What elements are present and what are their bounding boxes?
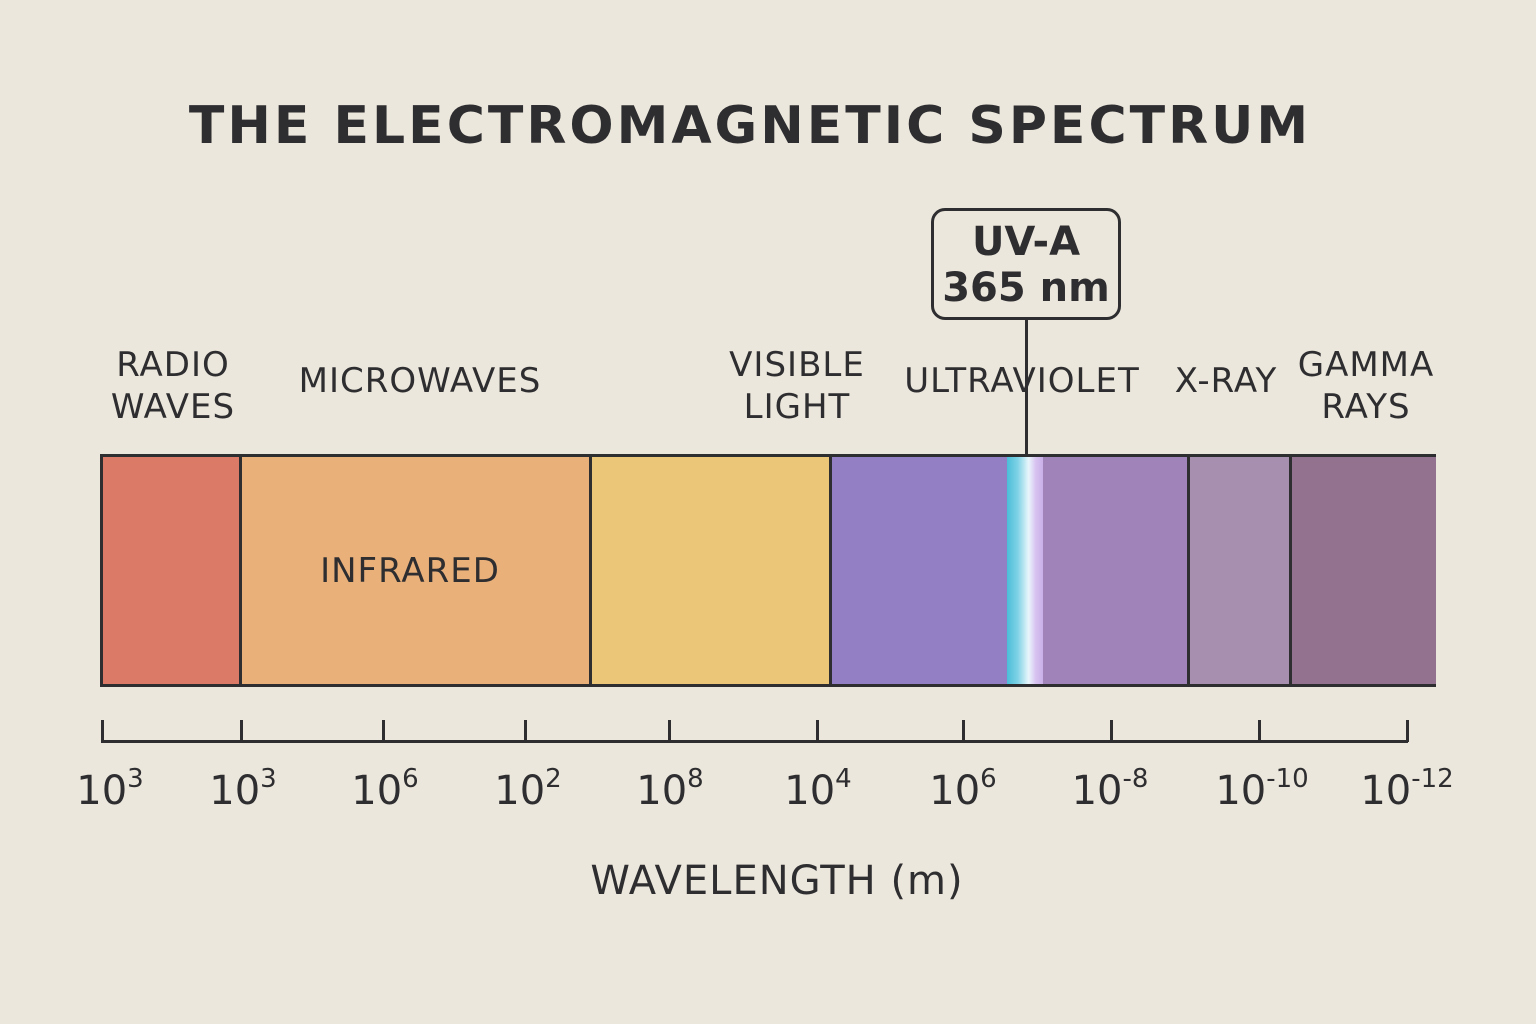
tick-label: 10-10 (1215, 764, 1308, 814)
tick-exponent: 6 (980, 764, 997, 794)
axis-tick (816, 720, 819, 742)
tick-exponent: 4 (835, 764, 852, 794)
tick-exponent: 3 (260, 764, 277, 794)
wavelength-axis-line (101, 740, 1408, 743)
spectrum-bar: INFRARED (100, 454, 1436, 687)
band-divider (1187, 457, 1190, 684)
label-line: RADIO (116, 345, 230, 385)
tick-base: 10 (1071, 768, 1123, 814)
tick-base: 10 (1360, 768, 1412, 814)
tick-base: 10 (494, 768, 546, 814)
tick-label: 104 (784, 764, 851, 814)
label-line: RAYS (1321, 387, 1411, 427)
tick-label: 103 (209, 764, 276, 814)
band-divider (239, 457, 242, 684)
band-microwave-infrared: INFRARED (240, 457, 590, 684)
label-ultraviolet: ULTRAVIOLET (904, 361, 1140, 401)
diagram-title: THE ELECTROMAGNETIC SPECTRUM (188, 96, 1312, 156)
tick-base: 10 (351, 768, 403, 814)
axis-tick (1258, 720, 1261, 742)
band-divider (589, 457, 592, 684)
label-line: VISIBLE (729, 345, 865, 385)
label-gamma-rays: GAMMA RAYS (1298, 344, 1435, 428)
callout-wavelength: 365 nm (942, 265, 1110, 311)
tick-label: 10-12 (1360, 764, 1453, 814)
uva-callout: UV-A 365 nm (931, 208, 1121, 320)
tick-base: 10 (1215, 768, 1267, 814)
tick-exponent: 6 (402, 764, 419, 794)
axis-tick (101, 720, 104, 742)
label-line: LIGHT (743, 387, 851, 427)
band-gamma (1290, 457, 1436, 684)
tick-exponent: 2 (545, 764, 562, 794)
label-radio-waves: RADIO WAVES (111, 344, 235, 428)
label-infrared: INFRARED (320, 551, 500, 591)
label-visible-light: VISIBLE LIGHT (729, 344, 865, 428)
tick-label: 106 (351, 764, 418, 814)
tick-exponent: 3 (127, 764, 144, 794)
tick-base: 10 (636, 768, 688, 814)
tick-base: 10 (76, 768, 128, 814)
tick-exponent: 8 (687, 764, 704, 794)
callout-title: UV-A (971, 219, 1081, 265)
axis-tick (962, 720, 965, 742)
tick-exponent: -10 (1266, 764, 1309, 794)
band-visible (590, 457, 830, 684)
band-uva-highlight (1007, 457, 1043, 684)
callout-leader-line (1025, 320, 1028, 455)
tick-base: 10 (209, 768, 261, 814)
tick-label: 102 (494, 764, 561, 814)
axis-tick (1110, 720, 1113, 742)
band-ultraviolet (830, 457, 1007, 684)
axis-tick (668, 720, 671, 742)
tick-exponent: -12 (1411, 764, 1454, 794)
tick-label: 106 (929, 764, 996, 814)
label-line: GAMMA (1297, 345, 1435, 385)
band-x-ray (1188, 457, 1290, 684)
axis-tick (240, 720, 243, 742)
label-line: WAVES (110, 387, 236, 427)
band-divider (1289, 457, 1292, 684)
axis-tick (1406, 720, 1409, 742)
tick-label: 108 (636, 764, 703, 814)
tick-exponent: -8 (1122, 764, 1149, 794)
axis-label: WAVELENGTH (m) (590, 858, 964, 904)
tick-base: 10 (784, 768, 836, 814)
band-radio (100, 457, 240, 684)
axis-tick (382, 720, 385, 742)
tick-base: 10 (929, 768, 981, 814)
band-divider (100, 457, 103, 684)
tick-label: 103 (76, 764, 143, 814)
label-x-ray: X-RAY (1174, 361, 1278, 401)
band-divider (829, 457, 832, 684)
tick-label: 10-8 (1071, 764, 1149, 814)
axis-tick (524, 720, 527, 742)
label-microwaves: MICROWAVES (298, 361, 542, 401)
band-ultraviolet-far (1043, 457, 1188, 684)
